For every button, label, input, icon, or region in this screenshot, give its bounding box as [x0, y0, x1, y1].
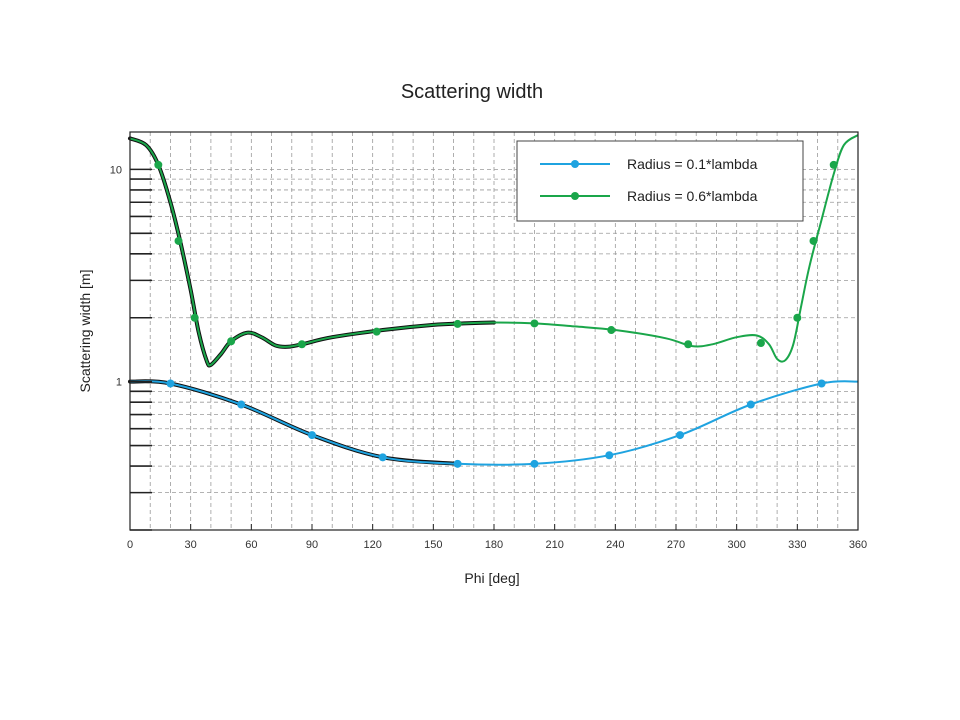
series-0-point: [746, 400, 755, 409]
series-1-point: [756, 339, 765, 348]
x-tick-label: 0: [127, 539, 133, 551]
series-1-point: [227, 337, 236, 346]
series-0-point: [308, 431, 316, 440]
series-layer: [128, 134, 859, 468]
series-overlay-0: [128, 379, 460, 466]
tick-layer: 0 30 60 90 120 150 180 210 240 270 300 330 360 1 10: [110, 164, 867, 551]
series-1-point: [809, 236, 818, 245]
series-0-point: [237, 400, 246, 409]
legend-marker-1: [571, 192, 579, 200]
series-1-point: [372, 327, 381, 336]
series-1-point: [154, 160, 163, 169]
y-tick-label: 10: [110, 164, 122, 176]
legend-label-0: Radius = 0.1*lambda: [627, 156, 758, 172]
legend-label-1: Radius = 0.6*lambda: [627, 188, 758, 204]
series-0-point: [605, 451, 614, 460]
x-tick-label: 330: [788, 539, 806, 551]
series-1-point: [684, 340, 693, 349]
x-tick-label: 120: [363, 539, 381, 551]
series-1-point: [297, 340, 306, 349]
series-0-point: [453, 459, 462, 468]
series-1-point: [607, 326, 616, 335]
x-tick-label: 360: [849, 539, 867, 551]
x-tick-label: 240: [606, 539, 624, 551]
y-axis-label: Scattering width [m]: [77, 270, 93, 393]
legend: Radius = 0.1*lambda Radius = 0.6*lambda: [516, 140, 804, 222]
x-tick-label: 30: [185, 539, 197, 551]
series-1-point: [190, 313, 199, 322]
series-1-point: [174, 236, 183, 245]
series-0-point: [166, 379, 175, 388]
series-1-point: [829, 160, 838, 169]
x-tick-label: 60: [245, 539, 257, 551]
chart-title: Scattering width: [401, 81, 543, 103]
series-1-point: [793, 313, 802, 322]
grid-layer: [130, 132, 858, 531]
x-tick-label: 270: [667, 539, 685, 551]
legend-marker-0: [571, 160, 579, 168]
series-0-point: [817, 379, 826, 388]
x-tick-label: 180: [485, 539, 503, 551]
series-0-point: [378, 453, 387, 462]
x-tick-label: 150: [424, 539, 442, 551]
series-1-point: [453, 319, 462, 328]
series-1-point: [530, 319, 539, 328]
series-0-point: [530, 459, 539, 468]
x-tick-label: 210: [545, 539, 563, 551]
x-tick-label: 300: [727, 539, 745, 551]
x-axis-label: Phi [deg]: [464, 570, 519, 586]
y-tick-label: 1: [116, 377, 122, 389]
series-0-point: [676, 431, 685, 440]
legend-box: [516, 140, 804, 222]
x-tick-label: 90: [306, 539, 318, 551]
series-line-1: [129, 134, 859, 367]
